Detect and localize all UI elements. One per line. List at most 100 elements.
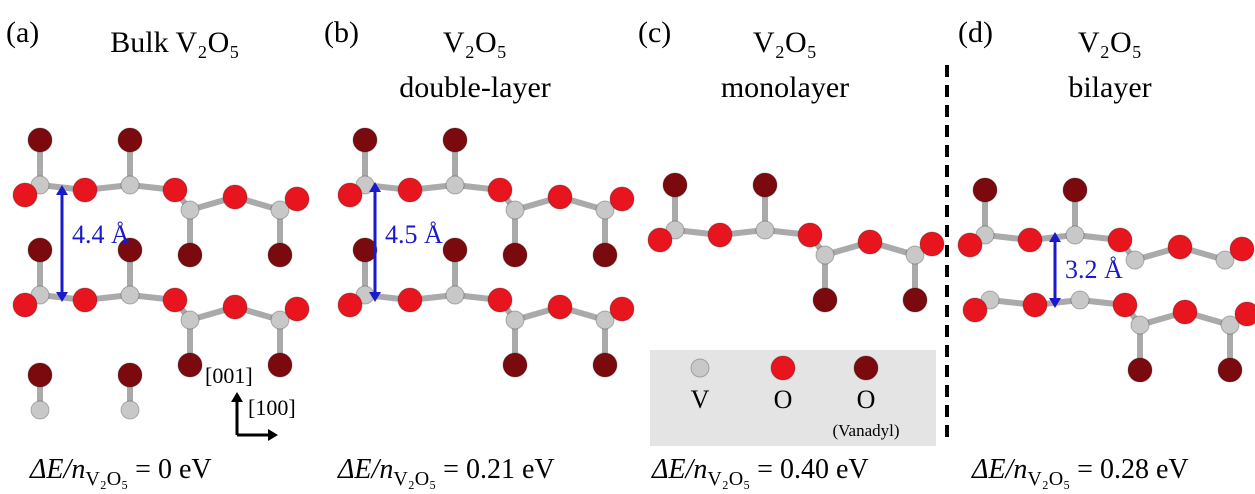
arrow-head <box>56 292 68 302</box>
arrow-head <box>1049 298 1061 308</box>
o-atom <box>337 182 363 208</box>
v-atom <box>1070 290 1090 310</box>
o-atom <box>12 182 38 208</box>
energy-lhs: ΔE/n <box>651 454 707 485</box>
v-atom <box>120 400 140 420</box>
energy-lhs: ΔE/n <box>29 454 85 485</box>
energy: ΔE/nV₂O₅ = 0.28 eV <box>971 454 1189 489</box>
o-atom <box>397 287 423 313</box>
o-atom <box>1112 292 1138 318</box>
legend-label: O <box>774 385 793 414</box>
vanadyl-atom <box>117 127 143 153</box>
v-atom <box>120 175 140 195</box>
o-atom <box>547 184 573 210</box>
o-atom <box>162 287 188 313</box>
vanadyl-atom <box>27 127 53 153</box>
vanadyl-atom <box>177 352 203 378</box>
v-atom <box>1220 315 1240 335</box>
distance-label: 4.4 Å <box>72 220 130 249</box>
o-atom <box>919 231 945 257</box>
o-atom <box>1017 227 1043 253</box>
vanadyl-atom <box>752 172 778 198</box>
o-atom <box>162 177 188 203</box>
o-atom <box>707 222 733 248</box>
vanadyl-atom <box>267 352 293 378</box>
energy-sub: V₂O₅ <box>393 468 436 490</box>
o-atom <box>222 294 248 320</box>
o-atom <box>1172 299 1198 325</box>
structures <box>12 127 1255 441</box>
panel-title: V₂O₅ <box>1078 26 1142 59</box>
energy: ΔE/nV₂O₅ = 0 eV <box>29 454 212 489</box>
legend-label: V <box>691 385 710 414</box>
vanadyl-atom <box>662 172 688 198</box>
o-atom <box>12 292 38 318</box>
axis-label: [100] <box>248 395 296 420</box>
v-atom <box>815 245 835 265</box>
o-atom <box>770 355 796 381</box>
v-atom <box>595 310 615 330</box>
v-atom <box>505 310 525 330</box>
legend-label: O <box>857 385 876 414</box>
o-atom <box>797 222 823 248</box>
o-atom <box>284 186 310 212</box>
v-atom <box>755 220 775 240</box>
o-atom <box>1229 236 1255 262</box>
panel-title: V₂O₅ <box>753 26 817 59</box>
energy-lhs: ΔE/n <box>337 454 393 485</box>
o-atom <box>957 232 983 258</box>
o-atom <box>222 184 248 210</box>
panel-label: (d) <box>958 16 993 49</box>
v-atom <box>180 200 200 220</box>
v-atom <box>505 200 525 220</box>
axis-arrows <box>235 398 270 437</box>
arrow-head <box>56 185 68 195</box>
arrow-head <box>268 429 278 441</box>
arrow-head <box>1049 232 1061 242</box>
energy-sub: V₂O₅ <box>1027 468 1070 490</box>
vanadyl-atom <box>592 242 618 268</box>
energy: ΔE/nV₂O₅ = 0.40 eV <box>651 454 869 489</box>
vanadyl-atom <box>902 287 928 313</box>
axis-label: [001] <box>205 363 253 388</box>
o-atom <box>72 177 98 203</box>
vanadyl-atom <box>442 237 468 263</box>
o-atom <box>647 227 673 253</box>
o-atom <box>1234 301 1255 327</box>
energy-rhs: = 0.21 eV <box>436 454 554 485</box>
o-atom <box>397 177 423 203</box>
o-atom <box>284 296 310 322</box>
v-atom <box>120 285 140 305</box>
panel-label: (b) <box>324 16 359 49</box>
energy-sub: V₂O₅ <box>707 468 750 490</box>
vanadyl-atom <box>1127 357 1153 383</box>
v-atom <box>1130 315 1150 335</box>
v-atom <box>595 200 615 220</box>
energy-rhs: = 0.28 eV <box>1070 454 1188 485</box>
panel-title: bilayer <box>1068 71 1151 104</box>
panel-title: monolayer <box>721 71 849 104</box>
o-atom <box>1107 227 1133 253</box>
o-atom <box>609 186 635 212</box>
energy-lhs: ΔE/n <box>971 454 1027 485</box>
v-atom <box>905 245 925 265</box>
vanadyl-atom <box>972 177 998 203</box>
o-atom <box>72 287 98 313</box>
energy-rhs: = 0 eV <box>128 454 211 485</box>
panel-label: (a) <box>6 16 39 49</box>
v-atom <box>270 310 290 330</box>
vanadyl-atom <box>27 362 53 388</box>
distance-label: 4.5 Å <box>385 220 443 249</box>
o-atom <box>1167 234 1193 260</box>
o-atom <box>547 294 573 320</box>
energy-rhs: = 0.40 eV <box>750 454 868 485</box>
arrow-head <box>369 182 381 192</box>
vanadyl-atom <box>1217 357 1243 383</box>
distance-label: 3.2 Å <box>1065 255 1123 284</box>
v-atom <box>270 200 290 220</box>
v-atom <box>180 310 200 330</box>
vanadyl-atom <box>442 127 468 153</box>
o-atom <box>487 287 513 313</box>
vanadyl-atom <box>27 237 53 263</box>
